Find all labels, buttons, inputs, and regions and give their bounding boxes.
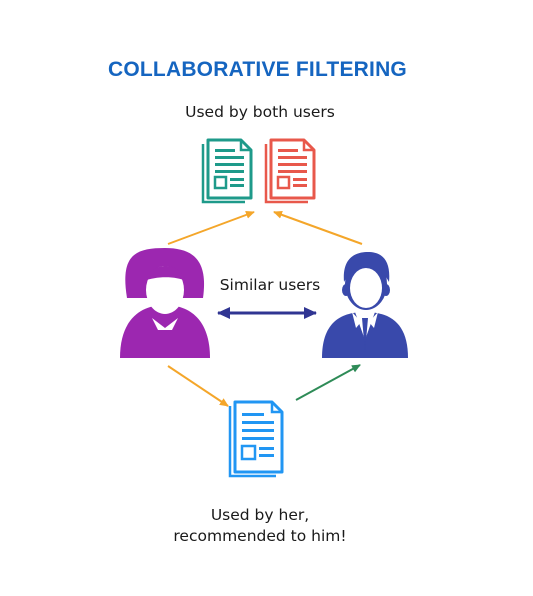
man-user-icon [322, 252, 408, 358]
document-icon-blue [228, 400, 284, 478]
document-icon-teal [201, 138, 253, 204]
label-used-by-both: Used by both users [185, 103, 335, 121]
label-recommended-line2: recommended to him! [173, 527, 347, 545]
woman-user-icon [120, 248, 210, 358]
label-similar-users: Similar users [219, 276, 321, 294]
arrow-man-to-top-docs [273, 210, 363, 245]
arrow-woman-to-bottom-doc [167, 365, 229, 407]
diagram-title: COLLABORATIVE FILTERING [108, 58, 407, 81]
document-icon-red [264, 138, 316, 204]
label-recommended-line1: Used by her, [210, 506, 310, 524]
label-recommended: Used by her, recommended to him! [135, 505, 385, 547]
arrow-bottom-doc-to-man [295, 364, 361, 401]
arrow-woman-to-top-docs [167, 211, 255, 245]
